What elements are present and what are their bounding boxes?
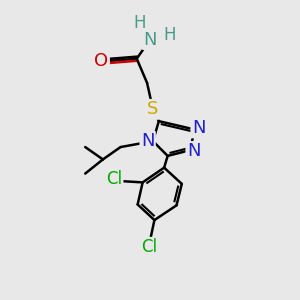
Text: N: N <box>141 132 154 150</box>
Text: N: N <box>143 31 157 49</box>
Text: H: H <box>134 14 146 32</box>
Text: N: N <box>187 142 200 160</box>
Text: Cl: Cl <box>106 170 122 188</box>
Text: N: N <box>192 119 205 137</box>
Text: Cl: Cl <box>141 238 158 256</box>
Text: H: H <box>163 26 175 44</box>
Text: S: S <box>147 100 159 118</box>
Text: O: O <box>94 52 109 70</box>
